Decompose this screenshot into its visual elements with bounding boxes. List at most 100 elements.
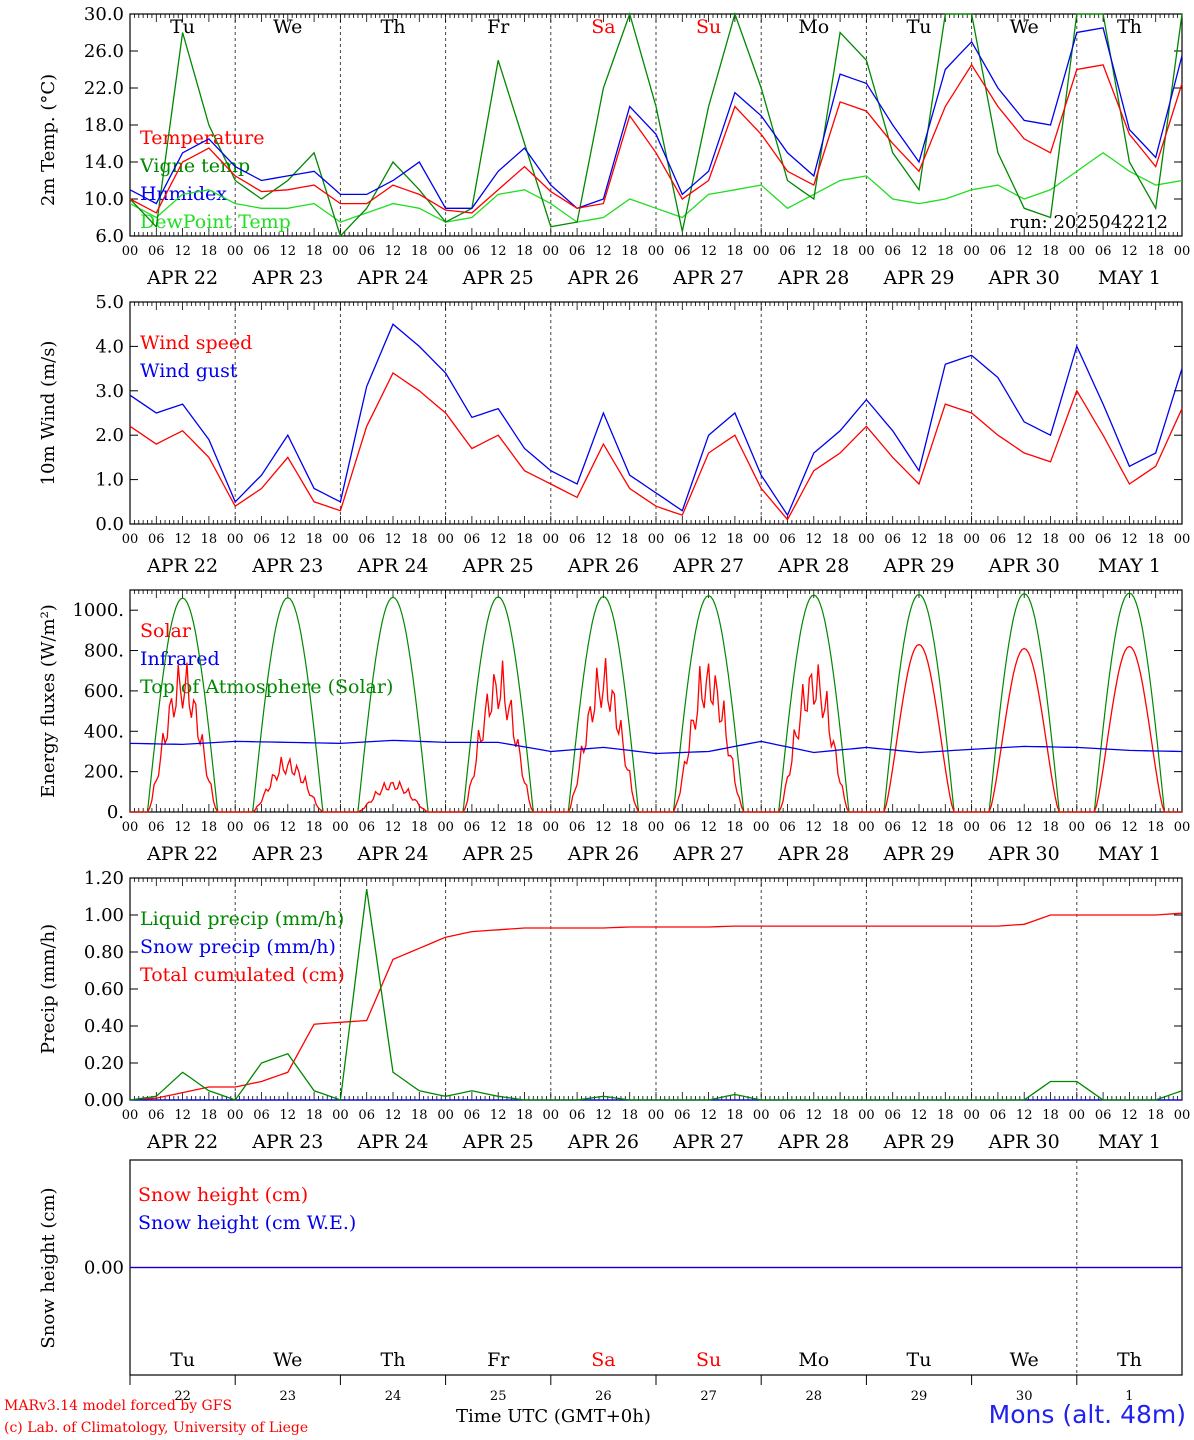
- date-label: APR 25: [462, 555, 534, 577]
- hour-tick-label: 06: [779, 1108, 796, 1123]
- hour-tick-label: 00: [648, 244, 665, 259]
- hour-tick-label: 18: [1147, 820, 1164, 835]
- legend-entry: Wind gust: [140, 360, 238, 382]
- hour-tick-label: 18: [621, 244, 638, 259]
- legend-entry: Wind speed: [140, 332, 252, 354]
- hour-tick-label: 18: [516, 244, 533, 259]
- y-tick-label: 6.0: [95, 226, 124, 247]
- day-name-top: Tu: [170, 16, 195, 38]
- hour-tick-label: 18: [621, 1108, 638, 1123]
- hour-tick-label: 12: [700, 244, 717, 259]
- hour-tick-label: 06: [569, 1108, 586, 1123]
- hour-tick-label: 00: [1174, 1108, 1191, 1123]
- hour-tick-label: 06: [358, 820, 375, 835]
- day-name-bottom: Sa: [591, 1349, 615, 1371]
- hour-tick-label: 18: [516, 1108, 533, 1123]
- y-axis-title: 10m Wind (m/s): [38, 341, 59, 486]
- date-label: APR 26: [567, 267, 639, 289]
- y-tick-label: 1.0: [95, 470, 124, 491]
- solar-line: [971, 647, 1077, 813]
- hour-tick-label: 06: [148, 532, 165, 547]
- day-number: 28: [806, 1389, 823, 1404]
- date-label: APR 22: [146, 555, 218, 577]
- hour-tick-label: 00: [122, 244, 139, 259]
- y-tick-label: 1.00: [84, 905, 124, 926]
- date-label: APR 25: [462, 267, 534, 289]
- hour-tick-label: 06: [990, 1108, 1007, 1123]
- hour-tick-label: 12: [911, 820, 928, 835]
- date-label: APR 29: [882, 555, 954, 577]
- solar-line: [1076, 645, 1182, 813]
- hour-tick-label: 18: [937, 820, 954, 835]
- y-tick-label: 0.: [107, 802, 124, 823]
- hour-tick-label: 18: [1042, 532, 1059, 547]
- hour-tick-label: 12: [1121, 820, 1138, 835]
- day-name-top: Mo: [798, 16, 829, 38]
- hour-tick-label: 06: [779, 244, 796, 259]
- hour-tick-label: 00: [1174, 244, 1191, 259]
- y-tick-label: 1000.: [72, 600, 124, 621]
- legend-entry: Total cumulated (cm): [140, 964, 345, 986]
- hour-tick-label: 18: [201, 1108, 218, 1123]
- hour-tick-label: 12: [1121, 1108, 1138, 1123]
- hour-tick-label: 00: [648, 1108, 665, 1123]
- day-number: 25: [490, 1389, 507, 1404]
- hour-tick-label: 06: [674, 244, 691, 259]
- y-tick-label: 0.00: [84, 1090, 124, 1111]
- hour-tick-label: 12: [174, 820, 191, 835]
- hour-tick-label: 12: [280, 532, 297, 547]
- hour-tick-label: 06: [569, 820, 586, 835]
- hour-tick-label: 00: [122, 1108, 139, 1123]
- y-tick-label: 0.40: [84, 1016, 124, 1037]
- hour-tick-label: 00: [227, 532, 244, 547]
- day-name-bottom: Tu: [170, 1349, 195, 1371]
- toa-solar-line: [550, 595, 656, 813]
- hour-tick-label: 18: [201, 820, 218, 835]
- hour-tick-label: 12: [385, 820, 402, 835]
- hour-tick-label: 12: [490, 532, 507, 547]
- date-label: APR 27: [672, 1131, 744, 1153]
- date-label: APR 28: [777, 267, 849, 289]
- solar-line: [761, 664, 867, 813]
- date-label: APR 23: [251, 843, 323, 865]
- hour-tick-label: 06: [148, 820, 165, 835]
- hour-tick-label: 12: [595, 1108, 612, 1123]
- y-tick-label: 5.0: [95, 292, 124, 313]
- day-number: 24: [385, 1389, 402, 1404]
- date-label: APR 22: [146, 843, 218, 865]
- legend-entry: Snow height (cm): [138, 1184, 308, 1206]
- model-info-text: MARv3.14 model forced by GFS: [4, 1398, 233, 1414]
- day-name-bottom: Tu: [907, 1349, 932, 1371]
- hour-tick-label: 12: [806, 244, 823, 259]
- hour-tick-label: 06: [990, 244, 1007, 259]
- day-number: 26: [595, 1389, 612, 1404]
- hour-tick-label: 00: [227, 244, 244, 259]
- y-tick-label: 0.80: [84, 942, 124, 963]
- solar-line: [550, 658, 656, 813]
- hour-tick-label: 06: [569, 532, 586, 547]
- day-name-top: Tu: [907, 16, 932, 38]
- hour-tick-label: 12: [1016, 244, 1033, 259]
- temperature-line: [129, 63, 1183, 214]
- hour-tick-label: 18: [937, 532, 954, 547]
- hour-tick-label: 12: [385, 532, 402, 547]
- y-tick-label: 800.: [84, 641, 124, 662]
- hour-tick-label: 06: [779, 532, 796, 547]
- hour-tick-label: 06: [1095, 1108, 1112, 1123]
- day-name-top: Th: [381, 16, 406, 38]
- hour-tick-label: 12: [700, 532, 717, 547]
- hour-tick-label: 18: [832, 1108, 849, 1123]
- date-label: APR 28: [777, 1131, 849, 1153]
- hour-tick-label: 00: [543, 1108, 560, 1123]
- day-name-top: We: [1010, 16, 1039, 38]
- date-label: APR 23: [251, 1131, 323, 1153]
- toa-solar-line: [235, 597, 341, 813]
- day-name-bottom: We: [273, 1349, 302, 1371]
- solar-line: [235, 756, 341, 813]
- hour-tick-label: 00: [1069, 532, 1086, 547]
- date-label: APR 24: [356, 267, 428, 289]
- hour-tick-label: 06: [253, 820, 270, 835]
- day-name-top: Th: [1117, 16, 1142, 38]
- hour-tick-label: 00: [437, 244, 454, 259]
- hour-tick-label: 00: [543, 532, 560, 547]
